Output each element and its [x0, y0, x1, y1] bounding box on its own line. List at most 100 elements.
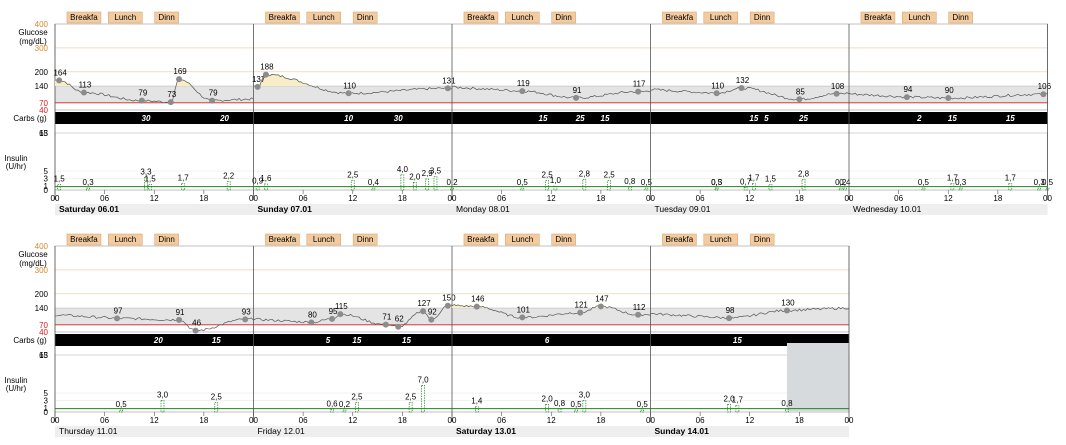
meal-label-box — [749, 11, 775, 24]
glucose-reading-point — [1040, 91, 1047, 98]
bolus-value-label: 0,5 — [918, 178, 930, 187]
bolus-bar — [574, 409, 578, 413]
bolus-value-label: 2,8 — [579, 169, 591, 178]
glucose-reading-point — [783, 307, 790, 314]
glucose-reading-point — [428, 316, 435, 323]
meal-label-box — [860, 11, 896, 24]
bolus-bar — [553, 185, 558, 191]
meal-label: Breakfa — [467, 235, 495, 244]
bolus-bar — [160, 400, 165, 413]
meal-label-box — [306, 11, 342, 24]
glucose-reading-label: 112 — [633, 303, 646, 312]
bolus-bar — [640, 409, 645, 413]
meal-label-box — [749, 233, 775, 246]
bolus-value-label: 7,0 — [417, 375, 429, 384]
day-label-bar — [452, 204, 651, 215]
glucose-reading-point — [308, 319, 315, 326]
glucose-reading-point — [56, 77, 63, 84]
day-label: Monday 08.01 — [456, 204, 510, 214]
insulin-axis-label: Insulin — [4, 376, 27, 385]
day-label: Tuesday 09.01 — [655, 204, 711, 214]
bolus-bar — [350, 180, 355, 191]
meal-label-box — [902, 11, 937, 24]
meal-label: Lunch — [511, 13, 533, 22]
day-label-bar — [253, 204, 452, 215]
meal-label: Dinn — [555, 235, 571, 244]
glucose-tick-label: 140 — [35, 82, 49, 91]
bolus-value-label: 3,0 — [579, 391, 591, 400]
hour-tick-label: 18 — [795, 416, 804, 425]
hour-tick-label: 00 — [448, 194, 457, 203]
carb-value-label: 15 — [749, 114, 758, 123]
meal-label: Lunch — [511, 235, 533, 244]
carb-value-label: 25 — [798, 114, 808, 123]
carb-value-label: 5 — [326, 336, 331, 345]
bolus-value-label: 0,5 — [641, 178, 653, 187]
glucose-reading-point — [114, 315, 121, 322]
glucose-tick-label: 400 — [35, 20, 49, 29]
insulin-tick-label: 1 — [44, 182, 49, 191]
hour-tick-label: 18 — [993, 194, 1002, 203]
meal-label-box — [265, 11, 300, 24]
glucose-reading-point — [597, 303, 604, 310]
bolus-bar — [607, 180, 611, 191]
bolus-value-label: 0,8 — [781, 399, 793, 408]
glucose-reading-point — [635, 88, 642, 95]
insulin-tick-label: 5 — [44, 389, 49, 398]
carb-value-label: 5 — [764, 114, 769, 123]
hour-tick-label: 12 — [150, 194, 159, 203]
meal-label: Breakfa — [467, 13, 495, 22]
carbs-axis-label: Carbs (g) — [13, 114, 47, 123]
glucose-reading-point — [444, 85, 451, 92]
glucose-reading-point — [209, 97, 216, 104]
carbs-band — [55, 112, 1048, 124]
bolus-value-label: 1,0 — [550, 176, 562, 185]
bolus-value-label: 3,5 — [430, 167, 442, 176]
hour-tick-label: 12 — [745, 194, 754, 203]
glucose-reading-label: 79 — [138, 89, 147, 98]
bolus-value-label: 1,7 — [178, 174, 190, 183]
glucose-tick-label: 70 — [39, 99, 48, 108]
bolus-bar — [644, 187, 649, 191]
glucose-reading-label: 127 — [417, 299, 431, 308]
bolus-value-label: 0,4 — [368, 178, 380, 187]
bolus-bar — [714, 187, 719, 191]
glucose-reading-label: 110 — [711, 81, 724, 90]
glucose-reading-point — [192, 327, 199, 334]
meal-label-box — [948, 11, 973, 24]
insulin-tick-label: 15 — [39, 351, 48, 360]
glucose-reading-point — [262, 71, 269, 78]
glucose-reading-point — [796, 96, 803, 103]
hour-tick-label: 12 — [547, 416, 556, 425]
glucose-reading-point — [242, 316, 249, 323]
bolus-value-label: 0,2 — [835, 178, 847, 187]
bolus-bar — [264, 183, 268, 191]
hour-tick-label: 18 — [398, 416, 407, 425]
glucose-reading-point — [337, 311, 344, 318]
bolus-value-label: 3,3 — [140, 167, 152, 176]
day-label-bar — [253, 426, 452, 437]
glucose-reading-point — [176, 76, 183, 83]
meal-label: Breakfa — [666, 235, 694, 244]
glucose-tick-label: 140 — [35, 304, 49, 313]
day-label-bar — [452, 426, 651, 437]
carb-value-label: 30 — [142, 114, 151, 123]
day-label: Wednesday 10.01 — [853, 204, 922, 214]
glucose-trace — [451, 85, 651, 99]
bolus-bar — [950, 183, 955, 191]
carb-value-label: 2 — [916, 114, 922, 123]
hour-tick-label: 18 — [596, 194, 605, 203]
hour-tick-label: 18 — [199, 416, 208, 425]
glucose-trace — [451, 304, 651, 320]
bolus-bar — [57, 183, 61, 191]
bolus-bar — [921, 187, 926, 191]
insulin-axis-unit: (U/hr) — [6, 162, 27, 171]
bolus-value-label: 0,7 — [740, 177, 752, 186]
hour-tick-label: 00 — [51, 194, 60, 203]
meal-label: Lunch — [710, 235, 732, 244]
insulin-tick-label: 15 — [39, 129, 48, 138]
meal-label: Breakfa — [269, 13, 297, 22]
meal-label: Dinn — [158, 235, 174, 244]
meal-label: Lunch — [710, 13, 732, 22]
day-label-bar — [55, 204, 254, 215]
